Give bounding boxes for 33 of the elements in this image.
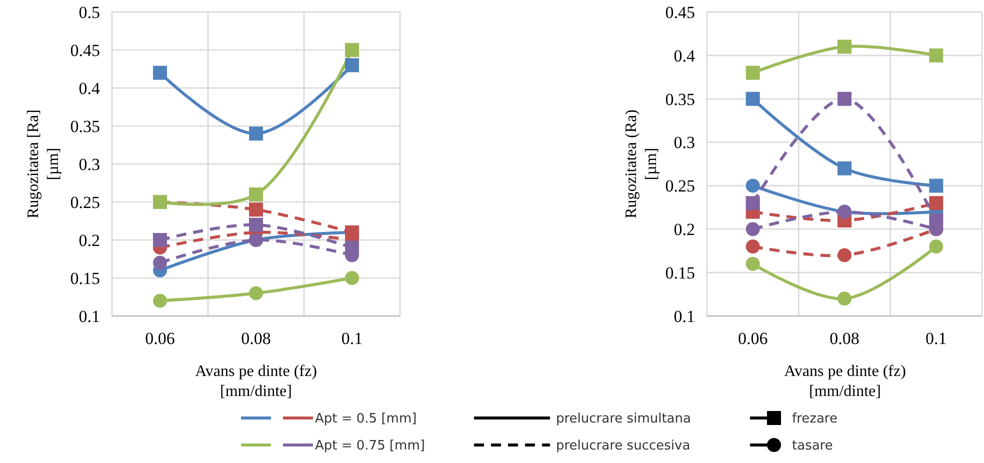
y-tick-label: 0.25 bbox=[665, 176, 695, 196]
y-tick-label: 0.35 bbox=[665, 90, 695, 109]
y-tick-label: 0.25 bbox=[70, 192, 100, 212]
y-tick-label: 0.2 bbox=[674, 220, 695, 240]
y-tick-label: 0.1 bbox=[78, 306, 100, 326]
text: frezare bbox=[792, 412, 838, 427]
y-tick-label: 0.15 bbox=[665, 264, 695, 283]
y-axis-title: Rugozitatea (Ra) [µm] bbox=[623, 110, 660, 218]
y-tick-label: 0.4 bbox=[674, 46, 696, 66]
x-tick-label: 0.06 bbox=[738, 329, 768, 348]
x-axis-title: Avans pe dinte (fz) [mm/dinte] bbox=[195, 363, 317, 400]
y-tick-label: 0.3 bbox=[78, 154, 100, 174]
y-tick-label: 0.4 bbox=[78, 78, 100, 98]
text: prelucrare succesiva bbox=[556, 438, 690, 454]
y-tick-label: 0.1 bbox=[674, 306, 695, 326]
y-tick-label: 0.15 bbox=[70, 268, 100, 288]
text: prelucrare simultana bbox=[556, 412, 691, 427]
y-tick-label: 0.2 bbox=[78, 230, 100, 250]
x-tick-label: 0.08 bbox=[830, 329, 860, 348]
y-tick-label: 0.45 bbox=[70, 40, 100, 60]
y-tick-label: 0.35 bbox=[70, 116, 100, 136]
x-tick-label: 0.1 bbox=[926, 329, 947, 348]
text: tasare bbox=[792, 438, 833, 454]
y-axis-title: Rugozitatea [Ra] [µm] bbox=[25, 110, 62, 218]
text: Apt = 0.75 [mm] bbox=[315, 438, 425, 454]
x-tick-label: 0.08 bbox=[241, 329, 271, 348]
x-axis-title: Avans pe dinte (fz) [mm/dinte] bbox=[784, 363, 906, 400]
y-tick-label: 0.3 bbox=[674, 133, 695, 152]
x-tick-label: 0.06 bbox=[145, 329, 175, 348]
y-tick-label: 0.5 bbox=[78, 2, 100, 22]
x-tick-label: 0.1 bbox=[341, 329, 363, 348]
text: Apt = 0.5 [mm] bbox=[315, 412, 417, 427]
y-tick-label: 0.45 bbox=[665, 2, 695, 22]
